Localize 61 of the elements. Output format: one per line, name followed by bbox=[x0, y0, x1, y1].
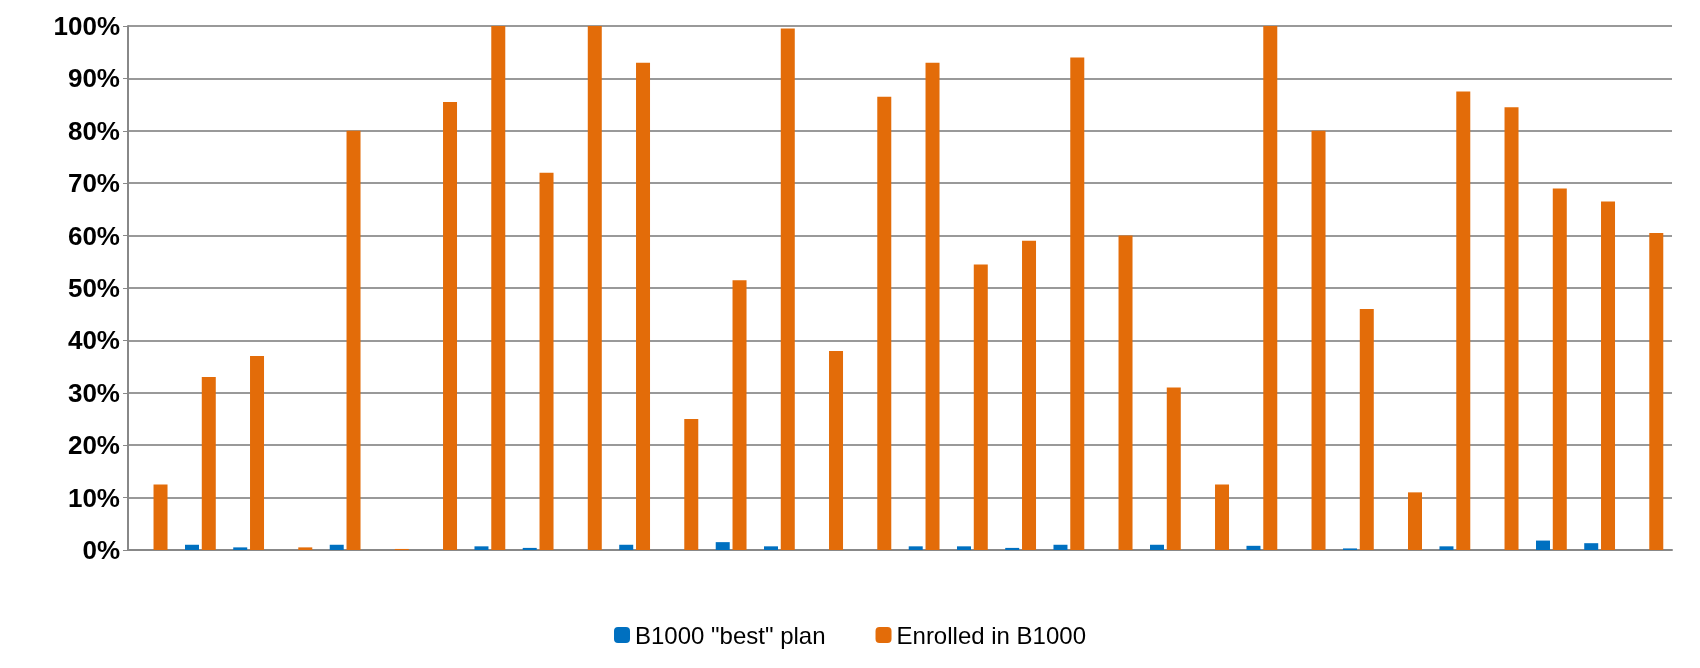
bar bbox=[1215, 484, 1230, 550]
bar bbox=[1070, 57, 1085, 550]
bar bbox=[877, 96, 892, 550]
bar bbox=[1166, 387, 1181, 550]
y-tick-label: 70% bbox=[67, 168, 120, 199]
bar bbox=[1359, 308, 1374, 550]
bar bbox=[1263, 26, 1278, 550]
bar bbox=[1053, 544, 1068, 550]
y-tick-label: 90% bbox=[67, 63, 120, 94]
bar bbox=[539, 172, 554, 550]
bar bbox=[829, 350, 844, 550]
bar bbox=[908, 546, 923, 550]
y-tick-label: 50% bbox=[67, 273, 120, 303]
bar bbox=[1649, 232, 1664, 550]
legend-label: B1000 "best" plan bbox=[635, 621, 826, 649]
bar bbox=[233, 547, 248, 550]
bar bbox=[973, 264, 988, 550]
bar bbox=[636, 62, 651, 550]
bar bbox=[1584, 543, 1599, 550]
y-tick-label: 40% bbox=[67, 325, 120, 356]
bar bbox=[684, 419, 699, 550]
bar bbox=[522, 547, 537, 550]
y-tick-label: 20% bbox=[67, 430, 120, 461]
bar bbox=[346, 130, 361, 550]
bar bbox=[1022, 240, 1037, 550]
bar bbox=[298, 547, 313, 550]
bar bbox=[1118, 235, 1133, 550]
bar bbox=[1456, 91, 1471, 550]
bar bbox=[474, 546, 489, 550]
bar bbox=[184, 544, 199, 550]
y-tick-label: 10% bbox=[67, 482, 120, 513]
bar bbox=[443, 101, 458, 550]
bar bbox=[1005, 547, 1020, 550]
bar bbox=[587, 26, 602, 550]
bar bbox=[329, 544, 344, 550]
bar bbox=[1535, 540, 1550, 550]
bar bbox=[732, 280, 747, 550]
bar bbox=[491, 26, 506, 550]
bar bbox=[1408, 492, 1423, 550]
y-tick-label: 30% bbox=[67, 377, 120, 408]
bar bbox=[1504, 107, 1519, 550]
bar bbox=[715, 542, 730, 550]
bar bbox=[763, 546, 778, 550]
bar bbox=[1601, 201, 1616, 550]
bar bbox=[1149, 544, 1164, 550]
bar bbox=[250, 356, 265, 550]
bar bbox=[1439, 546, 1454, 550]
y-tick-label: 0% bbox=[82, 535, 120, 565]
bar bbox=[1246, 545, 1261, 550]
bar bbox=[1311, 130, 1326, 550]
y-tick-label: 100% bbox=[53, 11, 120, 41]
bar bbox=[201, 377, 216, 550]
y-tick-label: 80% bbox=[67, 115, 120, 146]
bar bbox=[956, 546, 971, 550]
bar bbox=[1552, 188, 1567, 550]
bar bbox=[780, 28, 795, 550]
bar bbox=[153, 484, 168, 550]
y-tick-label: 60% bbox=[67, 220, 120, 251]
legend-label: Enrolled in B1000 bbox=[896, 621, 1086, 649]
bar bbox=[925, 62, 940, 550]
bar bbox=[619, 544, 634, 550]
